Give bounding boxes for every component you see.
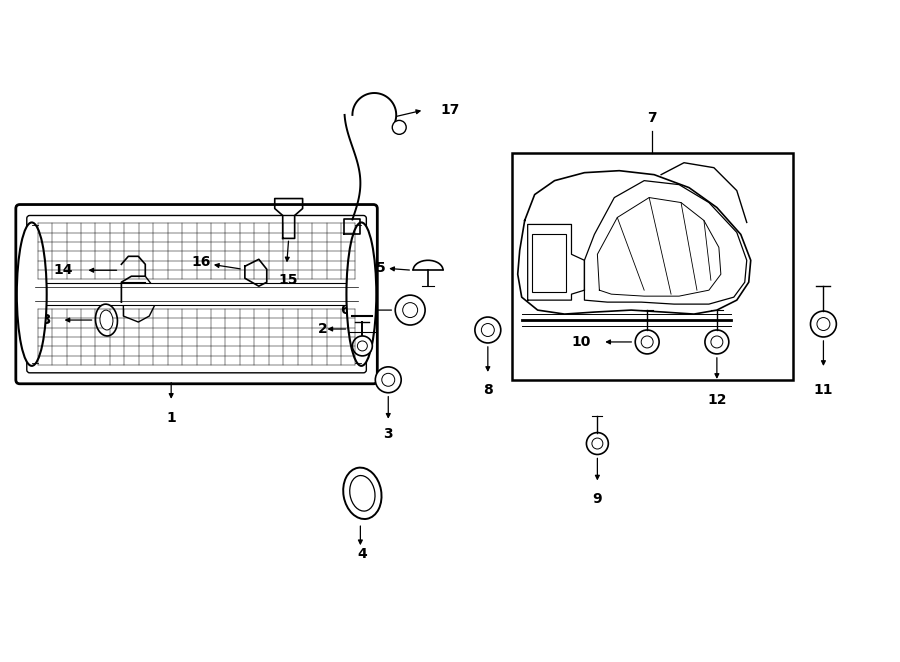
Circle shape — [482, 324, 494, 336]
Text: 12: 12 — [707, 393, 726, 406]
Text: 17: 17 — [440, 103, 460, 117]
Circle shape — [375, 367, 401, 393]
Ellipse shape — [346, 222, 376, 366]
Ellipse shape — [95, 304, 117, 336]
Circle shape — [711, 336, 723, 348]
Bar — [532, 234, 565, 292]
Bar — [512, 153, 793, 380]
Text: 7: 7 — [647, 111, 657, 125]
Circle shape — [395, 295, 425, 325]
Circle shape — [382, 373, 395, 386]
Text: 13: 13 — [32, 313, 51, 327]
Circle shape — [353, 336, 373, 356]
Circle shape — [705, 330, 729, 354]
Text: 15: 15 — [279, 273, 299, 287]
Text: 4: 4 — [357, 547, 367, 561]
Circle shape — [811, 311, 836, 337]
Ellipse shape — [350, 475, 375, 511]
Text: 14: 14 — [54, 263, 74, 277]
Circle shape — [641, 336, 653, 348]
Text: 6: 6 — [339, 303, 349, 317]
FancyBboxPatch shape — [27, 216, 366, 373]
Circle shape — [392, 120, 406, 134]
Text: 10: 10 — [572, 335, 591, 349]
Circle shape — [402, 303, 418, 318]
Circle shape — [475, 317, 500, 343]
Circle shape — [635, 330, 659, 354]
Ellipse shape — [100, 310, 113, 330]
Ellipse shape — [343, 467, 382, 519]
Ellipse shape — [17, 222, 47, 366]
Text: 8: 8 — [483, 383, 492, 397]
Circle shape — [357, 341, 367, 351]
Text: 11: 11 — [814, 383, 833, 397]
Text: 3: 3 — [383, 426, 393, 441]
Text: 16: 16 — [192, 256, 211, 269]
Text: 5: 5 — [375, 261, 385, 275]
Bar — [32, 283, 362, 305]
Circle shape — [817, 318, 830, 330]
Text: 2: 2 — [318, 322, 328, 336]
Circle shape — [592, 438, 603, 449]
Circle shape — [587, 432, 608, 455]
FancyBboxPatch shape — [16, 205, 377, 384]
Text: 9: 9 — [592, 493, 602, 506]
Text: 1: 1 — [166, 410, 176, 424]
